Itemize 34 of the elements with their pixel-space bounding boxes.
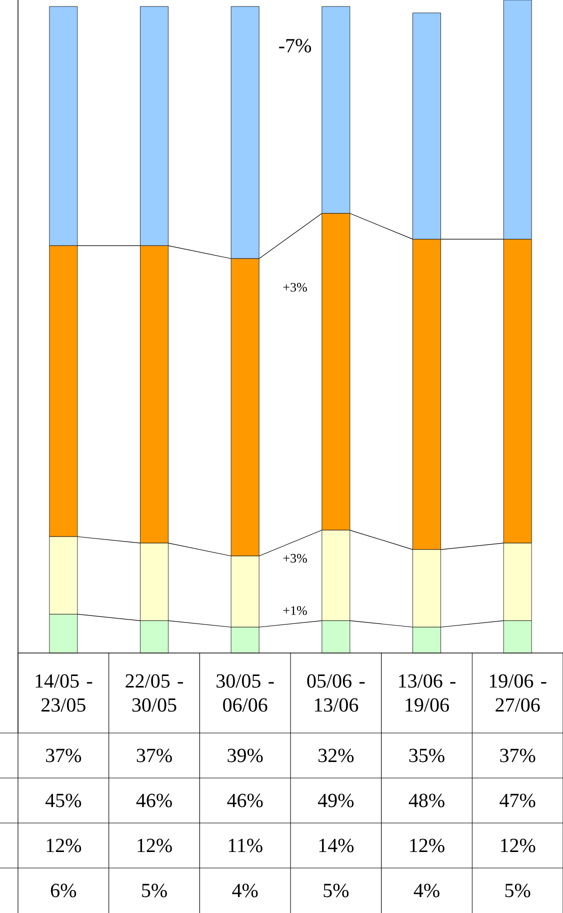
x-tick-label: 19/06 - 27/06 (490, 674, 546, 712)
data-label: 12% (410, 838, 444, 852)
x-tick-label: 30/05 - 06/06 (216, 674, 274, 712)
data-label: 12% (138, 838, 172, 852)
data-label: 14% (319, 838, 354, 852)
x-tick-label: 14/05 - 23/05 (36, 674, 92, 712)
data-label: 4% (414, 884, 440, 898)
data-label: 46% (227, 794, 263, 808)
data-label: 48% (408, 794, 444, 808)
x-tick-label: 13/06 - 19/06 (399, 674, 456, 712)
annotation: +1% (283, 606, 307, 615)
annotation: -7% (279, 38, 312, 52)
data-label: 4% (232, 884, 258, 898)
x-tick-label: 05/06 - 13/06 (307, 674, 365, 712)
data-label: 35% (409, 748, 444, 762)
annotation: +3% (283, 282, 307, 292)
data-label: 39% (228, 748, 263, 762)
data-label: 37% (500, 748, 536, 762)
data-label: 37% (46, 748, 82, 762)
data-label: 32% (318, 748, 354, 762)
data-label: 12% (46, 838, 82, 852)
data-label: 5% (142, 884, 167, 898)
data-label: 12% (501, 838, 536, 852)
data-label: 46% (136, 794, 172, 808)
data-label: 11% (228, 838, 262, 852)
data-label: 5% (324, 884, 349, 898)
data-label: 6% (50, 884, 76, 898)
data-label: 5% (505, 884, 530, 898)
x-tick-label: 22/05 - 30/05 (126, 674, 183, 712)
data-label: 45% (45, 794, 82, 808)
data-label: 47% (500, 794, 536, 808)
data-label: 37% (136, 748, 172, 762)
annotation: +3% (283, 554, 307, 563)
data-label: 49% (318, 794, 354, 808)
